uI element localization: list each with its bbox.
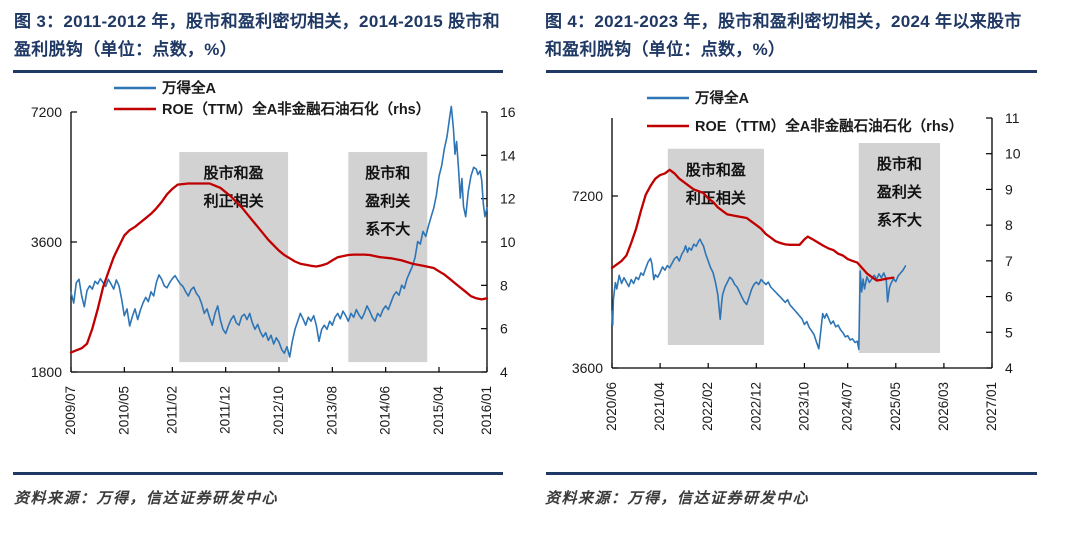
- x-tick-label: 2010/05: [116, 386, 131, 435]
- x-tick-label: 2022/02: [700, 382, 715, 431]
- x-tick-label: 2024/07: [840, 382, 855, 431]
- region-annotation-line: 盈利关: [364, 192, 410, 210]
- y-right-tick-label: 4: [500, 364, 508, 380]
- figure-3-panel: 图 3：2011-2012 年，股市和盈利密切相关，2014-2015 股市和盈…: [13, 12, 516, 507]
- region-annotation-line: 利正相关: [204, 192, 264, 210]
- x-tick-label: 2014/06: [378, 386, 393, 435]
- x-tick-label: 2021/04: [652, 382, 667, 431]
- figure-4-panel: 图 4：2021-2023 年，股市和盈利密切相关，2024 年以来股市和盈利脱…: [540, 0, 1080, 537]
- x-tick-label: 2009/07: [63, 386, 78, 435]
- region-annotation-line: 股市和盈: [204, 164, 264, 182]
- roe-line: [69, 182, 489, 354]
- y-right-tick-label: 10: [500, 234, 516, 250]
- legend-label: 万得全A: [161, 80, 216, 97]
- x-tick-label: 2011/02: [164, 386, 179, 434]
- legend-label: 万得全A: [694, 89, 749, 107]
- x-tick-label: 2022/12: [748, 382, 763, 431]
- x-tick-label: 2011/12: [218, 386, 233, 434]
- footer-divider: [546, 472, 1037, 475]
- y-right-tick-label: 14: [500, 147, 516, 163]
- title-divider: [13, 70, 503, 73]
- region-annotation-line: 系不大: [877, 211, 922, 229]
- x-tick-label: 2013/08: [324, 386, 339, 435]
- region-annotation-line: 系不大: [365, 220, 410, 238]
- x-tick-label: 2016/01: [479, 386, 494, 435]
- figure-4-chart: 股市和盈利正相关股市和盈利关系不大7200360011109876542020/…: [572, 89, 1021, 431]
- x-tick-label: 2023/10: [796, 382, 811, 431]
- x-tick-label: 2015/04: [431, 386, 446, 435]
- footer-divider: [13, 472, 503, 475]
- region-annotation-line: 股市和盈: [686, 161, 746, 179]
- roe-line: [610, 168, 895, 282]
- legend-label: ROE（TTM）全A非金融石油石化（rhs）: [695, 117, 963, 135]
- y-right-tick-label: 9: [1005, 181, 1013, 197]
- y-left-tick-label: 1800: [31, 364, 62, 380]
- legend-label: ROE（TTM）全A非金融石油石化（rhs）: [162, 100, 430, 118]
- x-tick-label: 2026/03: [936, 382, 951, 431]
- x-tick-label: 2027/01: [984, 382, 999, 431]
- y-left-tick-label: 3600: [31, 234, 62, 250]
- y-right-tick-label: 12: [500, 191, 516, 207]
- y-right-tick-label: 7: [1005, 253, 1013, 269]
- y-left-tick-label: 3600: [572, 360, 603, 376]
- region-annotation-line: 股市和: [365, 164, 410, 182]
- highlight-region: [858, 143, 941, 353]
- x-tick-label: 2025/05: [888, 382, 903, 431]
- region-annotation-line: 盈利关: [876, 183, 922, 201]
- y-right-tick-label: 6: [500, 321, 508, 337]
- y-right-tick-label: 6: [1005, 289, 1013, 305]
- y-right-tick-label: 16: [500, 104, 516, 120]
- highlight-region: [179, 152, 289, 363]
- title-divider: [546, 70, 1037, 73]
- y-right-tick-label: 4: [1005, 360, 1013, 376]
- y-left-tick-label: 7200: [572, 188, 603, 204]
- y-right-tick-label: 5: [1005, 324, 1013, 340]
- region-annotation-line: 股市和: [877, 155, 922, 173]
- source-note: 资料来源：万得，信达证券研发中心: [545, 491, 810, 507]
- wind-all-a-line: [70, 105, 488, 358]
- y-right-tick-label: 8: [500, 277, 508, 293]
- x-tick-label: 2020/06: [604, 382, 619, 431]
- wind-all-a-line: [611, 238, 907, 351]
- y-right-tick-label: 10: [1005, 146, 1021, 162]
- figure-3-title: 图 3：2011-2012 年，股市和盈利密切相关，2014-2015 股市和盈…: [14, 12, 500, 60]
- y-right-tick-label: 11: [1005, 110, 1020, 126]
- x-tick-label: 2012/10: [271, 386, 286, 435]
- figure-4-title: 图 4：2021-2023 年，股市和盈利密切相关，2024 年以来股市和盈利脱…: [545, 12, 1022, 60]
- y-left-tick-label: 7200: [31, 104, 62, 120]
- source-note: 资料来源：万得，信达证券研发中心: [14, 491, 279, 507]
- y-right-tick-label: 8: [1005, 217, 1013, 233]
